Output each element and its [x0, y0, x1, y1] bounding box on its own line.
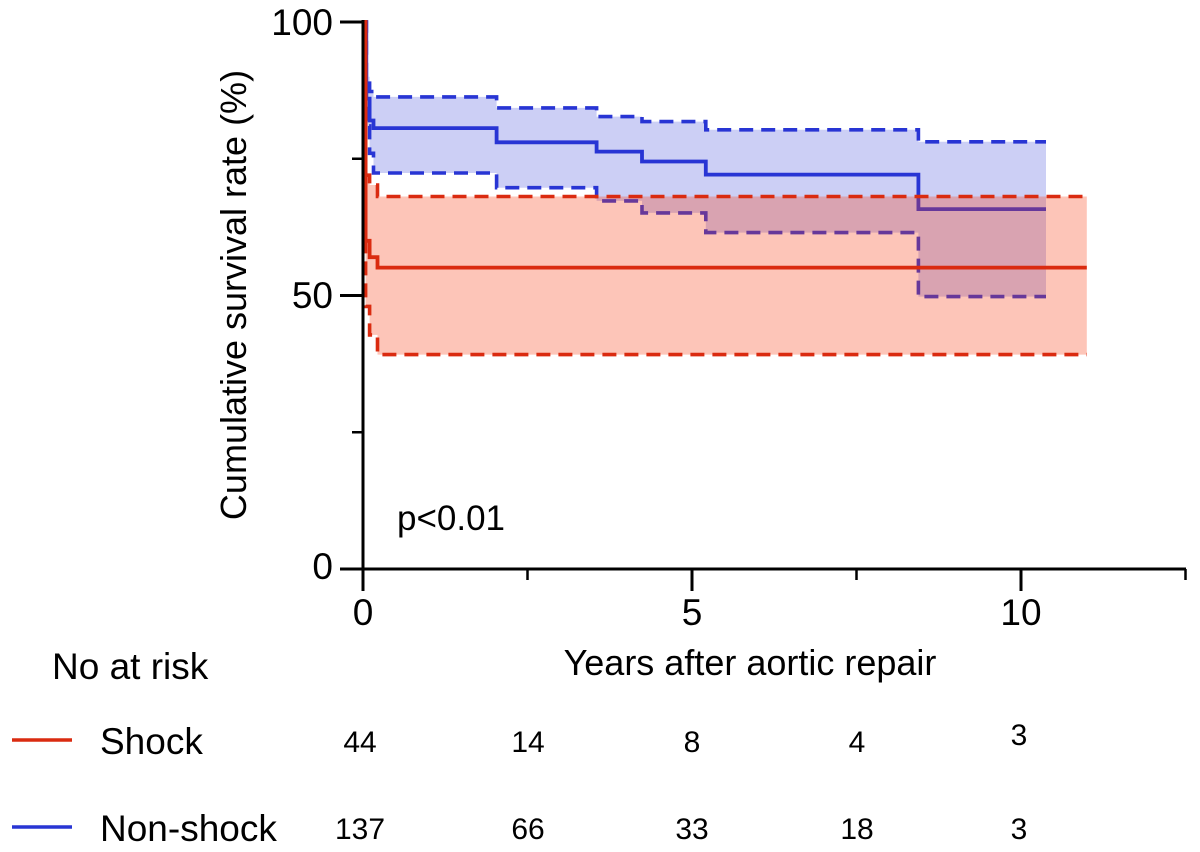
non-shock-survival-line [363, 20, 1046, 211]
shock-at-risk-10: 3 [1011, 719, 1028, 752]
risk-table-header: No at risk [52, 646, 209, 687]
shock-at-risk-5: 8 [684, 726, 701, 759]
non-shock-at-risk-5: 33 [675, 813, 708, 846]
risk-table: No at risk Shock 44 14 8 4 3 Non-shock 1… [12, 646, 1028, 849]
x-tick-label-5: 5 [682, 592, 703, 633]
x-tick-label-0: 0 [353, 592, 374, 633]
non-shock-at-risk-2.5: 66 [511, 813, 544, 846]
non-shock-ci-lower-line [363, 20, 1046, 299]
y-tick-label-100: 100 [271, 2, 333, 43]
x-axis-minor-ticks [526, 569, 1187, 580]
y-axis-title: Cumulative survival rate (%) [213, 70, 254, 520]
non-shock-ci-upper-line [363, 20, 1046, 144]
non-shock-at-risk-7.5: 18 [840, 813, 873, 846]
shock-ci-band [363, 22, 1087, 355]
p-value-annotation: p<0.01 [397, 499, 505, 538]
y-axis-minor-ticks [352, 157, 363, 434]
axes [340, 20, 1187, 591]
x-tick-label-10: 10 [1000, 592, 1041, 633]
non-shock-at-risk-10: 3 [1011, 813, 1028, 846]
plot-area [363, 20, 1087, 357]
y-tick-label-50: 50 [292, 275, 333, 316]
y-axis-major-ticks [340, 20, 363, 571]
non-shock-ci-band [363, 22, 1046, 297]
non-shock-legend-label: Non-shock [100, 808, 277, 847]
shock-at-risk-7.5: 4 [849, 726, 866, 759]
shock-legend-label: Shock [100, 721, 203, 762]
non-shock-at-risk-0: 137 [335, 813, 385, 846]
x-axis-major-ticks [361, 569, 1023, 591]
shock-at-risk-2.5: 14 [511, 726, 544, 759]
shock-at-risk-0: 44 [343, 726, 376, 759]
x-axis-title: Years after aortic repair [564, 642, 937, 683]
y-tick-label-0: 0 [312, 546, 333, 587]
shock-survival-line [363, 20, 1087, 270]
